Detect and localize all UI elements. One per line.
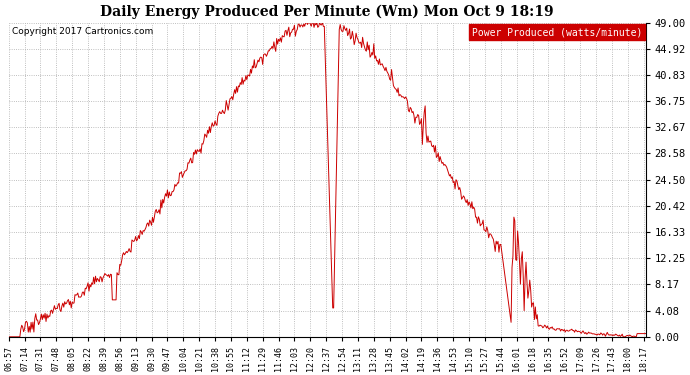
Title: Daily Energy Produced Per Minute (Wm) Mon Oct 9 18:19: Daily Energy Produced Per Minute (Wm) Mo… <box>100 4 554 18</box>
Text: Copyright 2017 Cartronics.com: Copyright 2017 Cartronics.com <box>12 27 153 36</box>
Text: Power Produced (watts/minute): Power Produced (watts/minute) <box>472 27 642 37</box>
